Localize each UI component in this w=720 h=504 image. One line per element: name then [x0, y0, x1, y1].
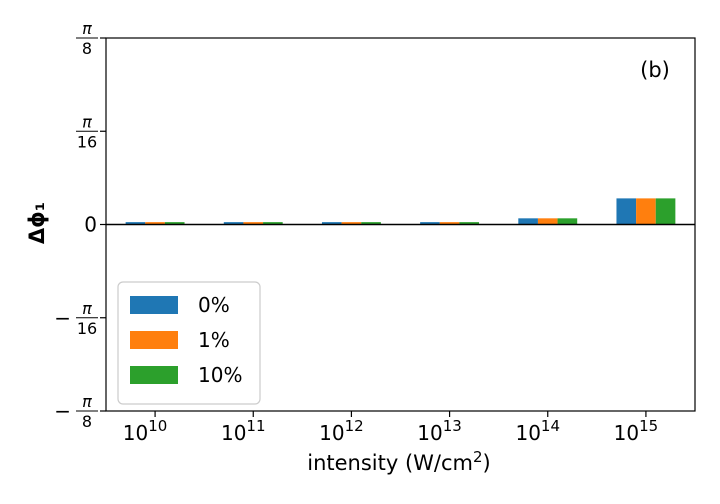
legend-label-1pct: 1%	[198, 328, 230, 352]
x-axis: 1010 1011 1012 1013 1014 1015	[123, 411, 658, 445]
bar-10pct-10^12	[361, 222, 381, 225]
panel-label: (b)	[640, 58, 670, 82]
bar-10pct-10^11	[263, 222, 283, 225]
bars-layer	[125, 198, 676, 225]
x-tick-label-10^10: 1010	[123, 417, 168, 445]
bar-10pct-10^14	[557, 218, 578, 225]
bar-10pct-10^15	[655, 198, 676, 225]
legend-label-0pct: 0%	[198, 293, 230, 317]
bar-10pct-10^10	[164, 222, 185, 225]
bar-0pct-10^10	[125, 222, 146, 225]
bar-0pct-10^11	[223, 222, 244, 225]
bar-1pct-10^12	[341, 222, 362, 225]
bar-0pct-10^12	[321, 222, 342, 225]
y-tick-sign-3: −	[54, 306, 71, 330]
x-tick-label-10^15: 1015	[614, 417, 659, 445]
bar-0pct-10^15	[616, 198, 637, 225]
bar-1pct-10^15	[636, 198, 656, 225]
legend-swatch-10pct	[130, 366, 178, 384]
legend-swatch-1pct	[130, 331, 178, 349]
y-axis-label: Δϕ₁	[25, 202, 49, 244]
y-tick-label-2: 0	[84, 213, 97, 237]
y-tick-num-1: π	[82, 112, 92, 131]
y-tick-num-0: π	[82, 19, 92, 38]
y-tick-num-4: π	[82, 392, 92, 411]
y-tick-den-0: 8	[82, 39, 92, 58]
y-tick-den-1: 16	[77, 132, 97, 151]
x-tick-label-10^14: 1014	[515, 417, 560, 445]
bar-10pct-10^13	[459, 222, 480, 225]
bar-1pct-10^11	[243, 222, 264, 225]
legend-label-10pct: 10%	[198, 363, 242, 387]
legend-swatch-0pct	[130, 296, 178, 314]
bar-0pct-10^13	[420, 222, 440, 225]
bar-1pct-10^13	[439, 222, 460, 225]
x-tick-label-10^13: 1013	[417, 417, 462, 445]
x-tick-label-10^11: 1011	[221, 417, 266, 445]
x-tick-label-10^12: 1012	[319, 417, 364, 445]
y-tick-sign-4: −	[54, 399, 71, 423]
bar-0pct-10^14	[518, 218, 538, 225]
bar-1pct-10^10	[145, 222, 165, 225]
y-tick-den-3: 16	[77, 319, 97, 338]
x-axis-label: intensity (W/cm2)	[307, 448, 491, 475]
y-tick-num-3: π	[82, 299, 92, 318]
y-tick-den-4: 8	[82, 412, 92, 431]
legend: 0% 1% 10%	[117, 281, 261, 405]
bar-1pct-10^14	[537, 218, 558, 225]
